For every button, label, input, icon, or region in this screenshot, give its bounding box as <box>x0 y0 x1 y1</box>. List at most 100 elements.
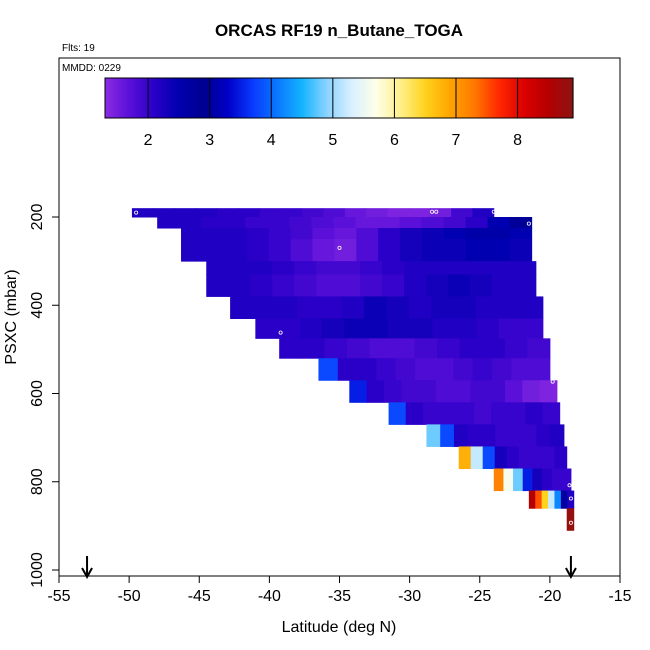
colorbar-segment <box>512 78 516 118</box>
colorbar-segment <box>336 78 340 118</box>
y-tick-label: 400 <box>29 292 46 319</box>
heatmap-cell <box>383 380 402 403</box>
colorbar-segment <box>116 78 120 118</box>
heatmap-cell <box>238 208 261 218</box>
heatmap-cell <box>157 217 180 229</box>
colorbar-segment <box>163 78 167 118</box>
colorbar-segment <box>514 78 518 118</box>
colorbar-segment <box>444 78 448 118</box>
colorbar-segment <box>404 78 408 118</box>
heatmap-cell <box>465 217 489 229</box>
colorbar-segment <box>226 78 230 118</box>
heatmap-cell <box>518 446 532 470</box>
colorbar-segment <box>484 78 488 118</box>
colorbar-segment <box>542 78 546 118</box>
heatmap-cell <box>472 358 493 381</box>
colorbar-segment <box>301 78 305 118</box>
heatmap-cell <box>522 424 537 447</box>
colorbar-segment <box>383 78 387 118</box>
heatmap-cell <box>290 239 313 262</box>
heatmap-cell <box>492 358 512 381</box>
heatmap-cell <box>475 296 499 319</box>
heatmap-cell <box>228 261 251 275</box>
heatmap-cell <box>268 228 292 240</box>
sample-marker <box>434 209 439 214</box>
heatmap-cell <box>333 217 356 229</box>
heatmap-cell <box>554 490 562 509</box>
colorbar-segment <box>200 78 204 118</box>
colorbar-segment <box>427 78 431 118</box>
colorbar-segment <box>158 78 162 118</box>
colorbar-segment <box>189 78 193 118</box>
colorbar-segment <box>488 78 492 118</box>
heatmap-cell <box>509 228 533 240</box>
heatmap-cell <box>369 338 393 359</box>
heatmap-cell <box>401 380 420 403</box>
colorbar-segment <box>374 78 378 118</box>
heatmap-cell <box>509 239 533 262</box>
heatmap-cell <box>491 402 509 425</box>
heatmap-cell <box>181 239 204 262</box>
colorbar-segment <box>121 78 125 118</box>
heatmap-cell <box>366 380 385 403</box>
colorbar-segment <box>486 78 490 118</box>
heatmap-cell <box>408 296 432 319</box>
heatmap-cell <box>299 318 323 339</box>
colorbar-segment <box>151 78 155 118</box>
x-axis-label: Latitude (deg N) <box>282 619 397 636</box>
heatmap-cell <box>465 228 489 240</box>
colorbar-segment <box>565 78 569 118</box>
colorbar-segment <box>465 78 469 118</box>
date-note: MMDD: 0229 <box>62 63 121 74</box>
colorbar-segment <box>259 78 263 118</box>
colorbar-segment <box>521 78 525 118</box>
heatmap-cell <box>391 338 416 359</box>
heatmap-cell <box>323 208 346 218</box>
colorbar-segment <box>149 78 153 118</box>
colorbar-segment <box>341 78 345 118</box>
heatmap-cell <box>476 318 500 339</box>
heatmap-cell <box>491 261 515 275</box>
colorbar-segment <box>395 78 399 118</box>
heatmap-cell <box>470 380 489 403</box>
x-tick-label: -30 <box>398 588 421 605</box>
heatmap-cell <box>487 228 511 240</box>
colorbar-segment <box>161 78 165 118</box>
colorbar-segment <box>477 78 480 118</box>
colorbar-segment <box>222 78 225 118</box>
colorbar-segment <box>505 78 509 118</box>
heatmap-cell <box>498 318 522 339</box>
colorbar-segment <box>193 78 197 118</box>
colorbar-segment <box>364 78 368 118</box>
heatmap-cell <box>567 490 575 509</box>
colorbar-segment <box>502 78 506 118</box>
heatmap-cell <box>467 424 482 447</box>
heatmap-cell <box>174 208 197 218</box>
colorbar-segment <box>451 78 455 118</box>
heatmap-cell <box>504 338 528 359</box>
sample-marker <box>568 496 573 501</box>
colorbar-segment <box>367 78 371 118</box>
heatmap-cell <box>443 217 467 229</box>
colorbar-segment <box>114 78 118 118</box>
colorbar-segment <box>123 78 127 118</box>
heatmap-cell <box>297 296 320 319</box>
colorbar-segment <box>353 78 356 118</box>
colorbar-segment <box>172 78 176 118</box>
heatmap-cell <box>541 468 553 492</box>
heatmap-cell <box>179 217 202 229</box>
colorbar-segment <box>425 78 429 118</box>
heatmap-cell <box>487 239 511 262</box>
colorbar-segment <box>292 78 296 118</box>
heatmap-cell <box>482 338 506 359</box>
colorbar-segment <box>196 78 200 118</box>
heatmap-cell <box>395 358 416 381</box>
heatmap-cell <box>528 490 536 509</box>
colorbar-segment <box>423 78 427 118</box>
colorbar-segment <box>119 78 122 118</box>
heatmap-cell <box>551 468 562 492</box>
heatmap-cell <box>530 446 544 470</box>
colorbar-segment <box>308 78 312 118</box>
heatmap-cell <box>447 261 471 275</box>
colorbar-segment <box>448 78 452 118</box>
